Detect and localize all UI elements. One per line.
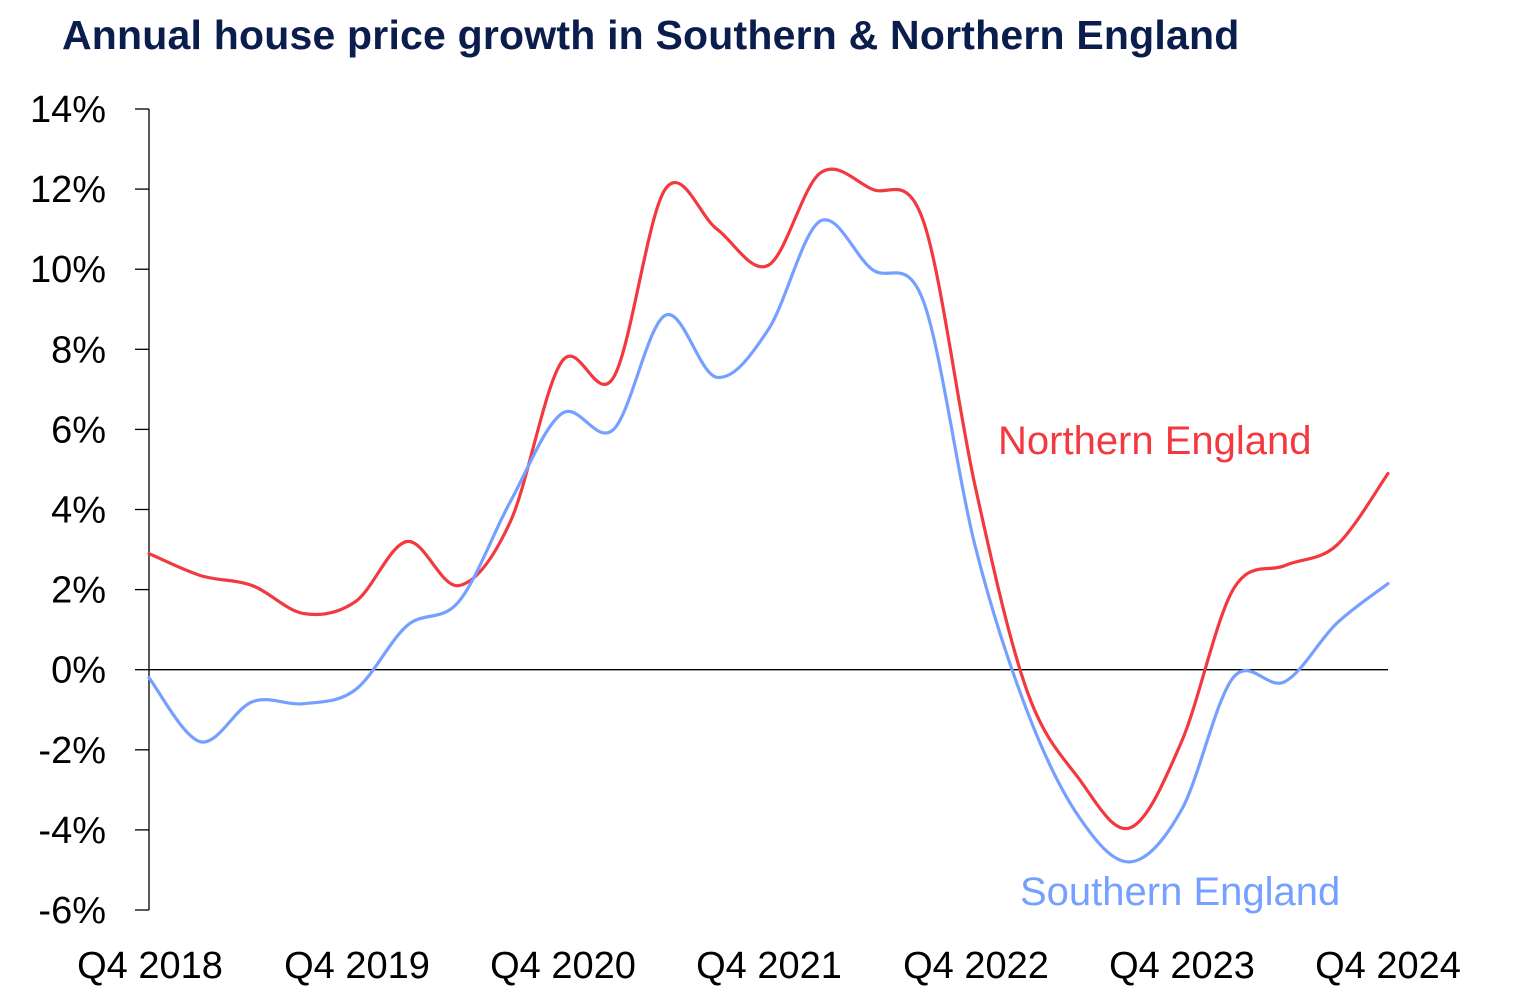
x-tick-label: Q4 2020 <box>490 945 636 987</box>
series-line-northern-england <box>147 167 1390 831</box>
x-axis: Q4 2018 Q4 2019 Q4 2020 Q4 2021 Q4 2022 Q4 20… <box>77 945 1461 987</box>
chart-title: Annual house price growth in Southern & … <box>62 12 1240 58</box>
y-tick-label: 14% <box>30 89 106 131</box>
x-tick-label: Q4 2018 <box>77 945 223 987</box>
x-tick-label: Q4 2019 <box>284 945 430 987</box>
y-tick-label: -4% <box>38 810 106 852</box>
y-tick-label: 2% <box>51 570 106 612</box>
x-tick-label: Q4 2021 <box>696 945 842 987</box>
y-tick-label: 8% <box>51 329 106 371</box>
x-tick-label: Q4 2024 <box>1315 945 1461 987</box>
y-tick-label: -2% <box>38 730 106 772</box>
x-tick-label: Q4 2022 <box>903 945 1049 987</box>
y-axis: 14% 12% 10% 8% 6% 4% 2% 0% -2% -4% -6% <box>30 89 1388 932</box>
series-label-northern-england: Northern England <box>998 419 1312 463</box>
y-tick-label: -6% <box>38 890 106 932</box>
series-lines <box>147 167 1390 864</box>
x-tick-label: Q4 2023 <box>1109 945 1255 987</box>
series-label-southern-england: Southern England <box>1020 870 1340 914</box>
y-tick-label: 12% <box>30 169 106 211</box>
y-tick-label: 10% <box>30 249 106 291</box>
y-tick-label: 4% <box>51 490 106 532</box>
y-tick-label: 6% <box>51 409 106 451</box>
y-tick-label: 0% <box>51 650 106 692</box>
series-line-southern-england <box>147 218 1390 864</box>
